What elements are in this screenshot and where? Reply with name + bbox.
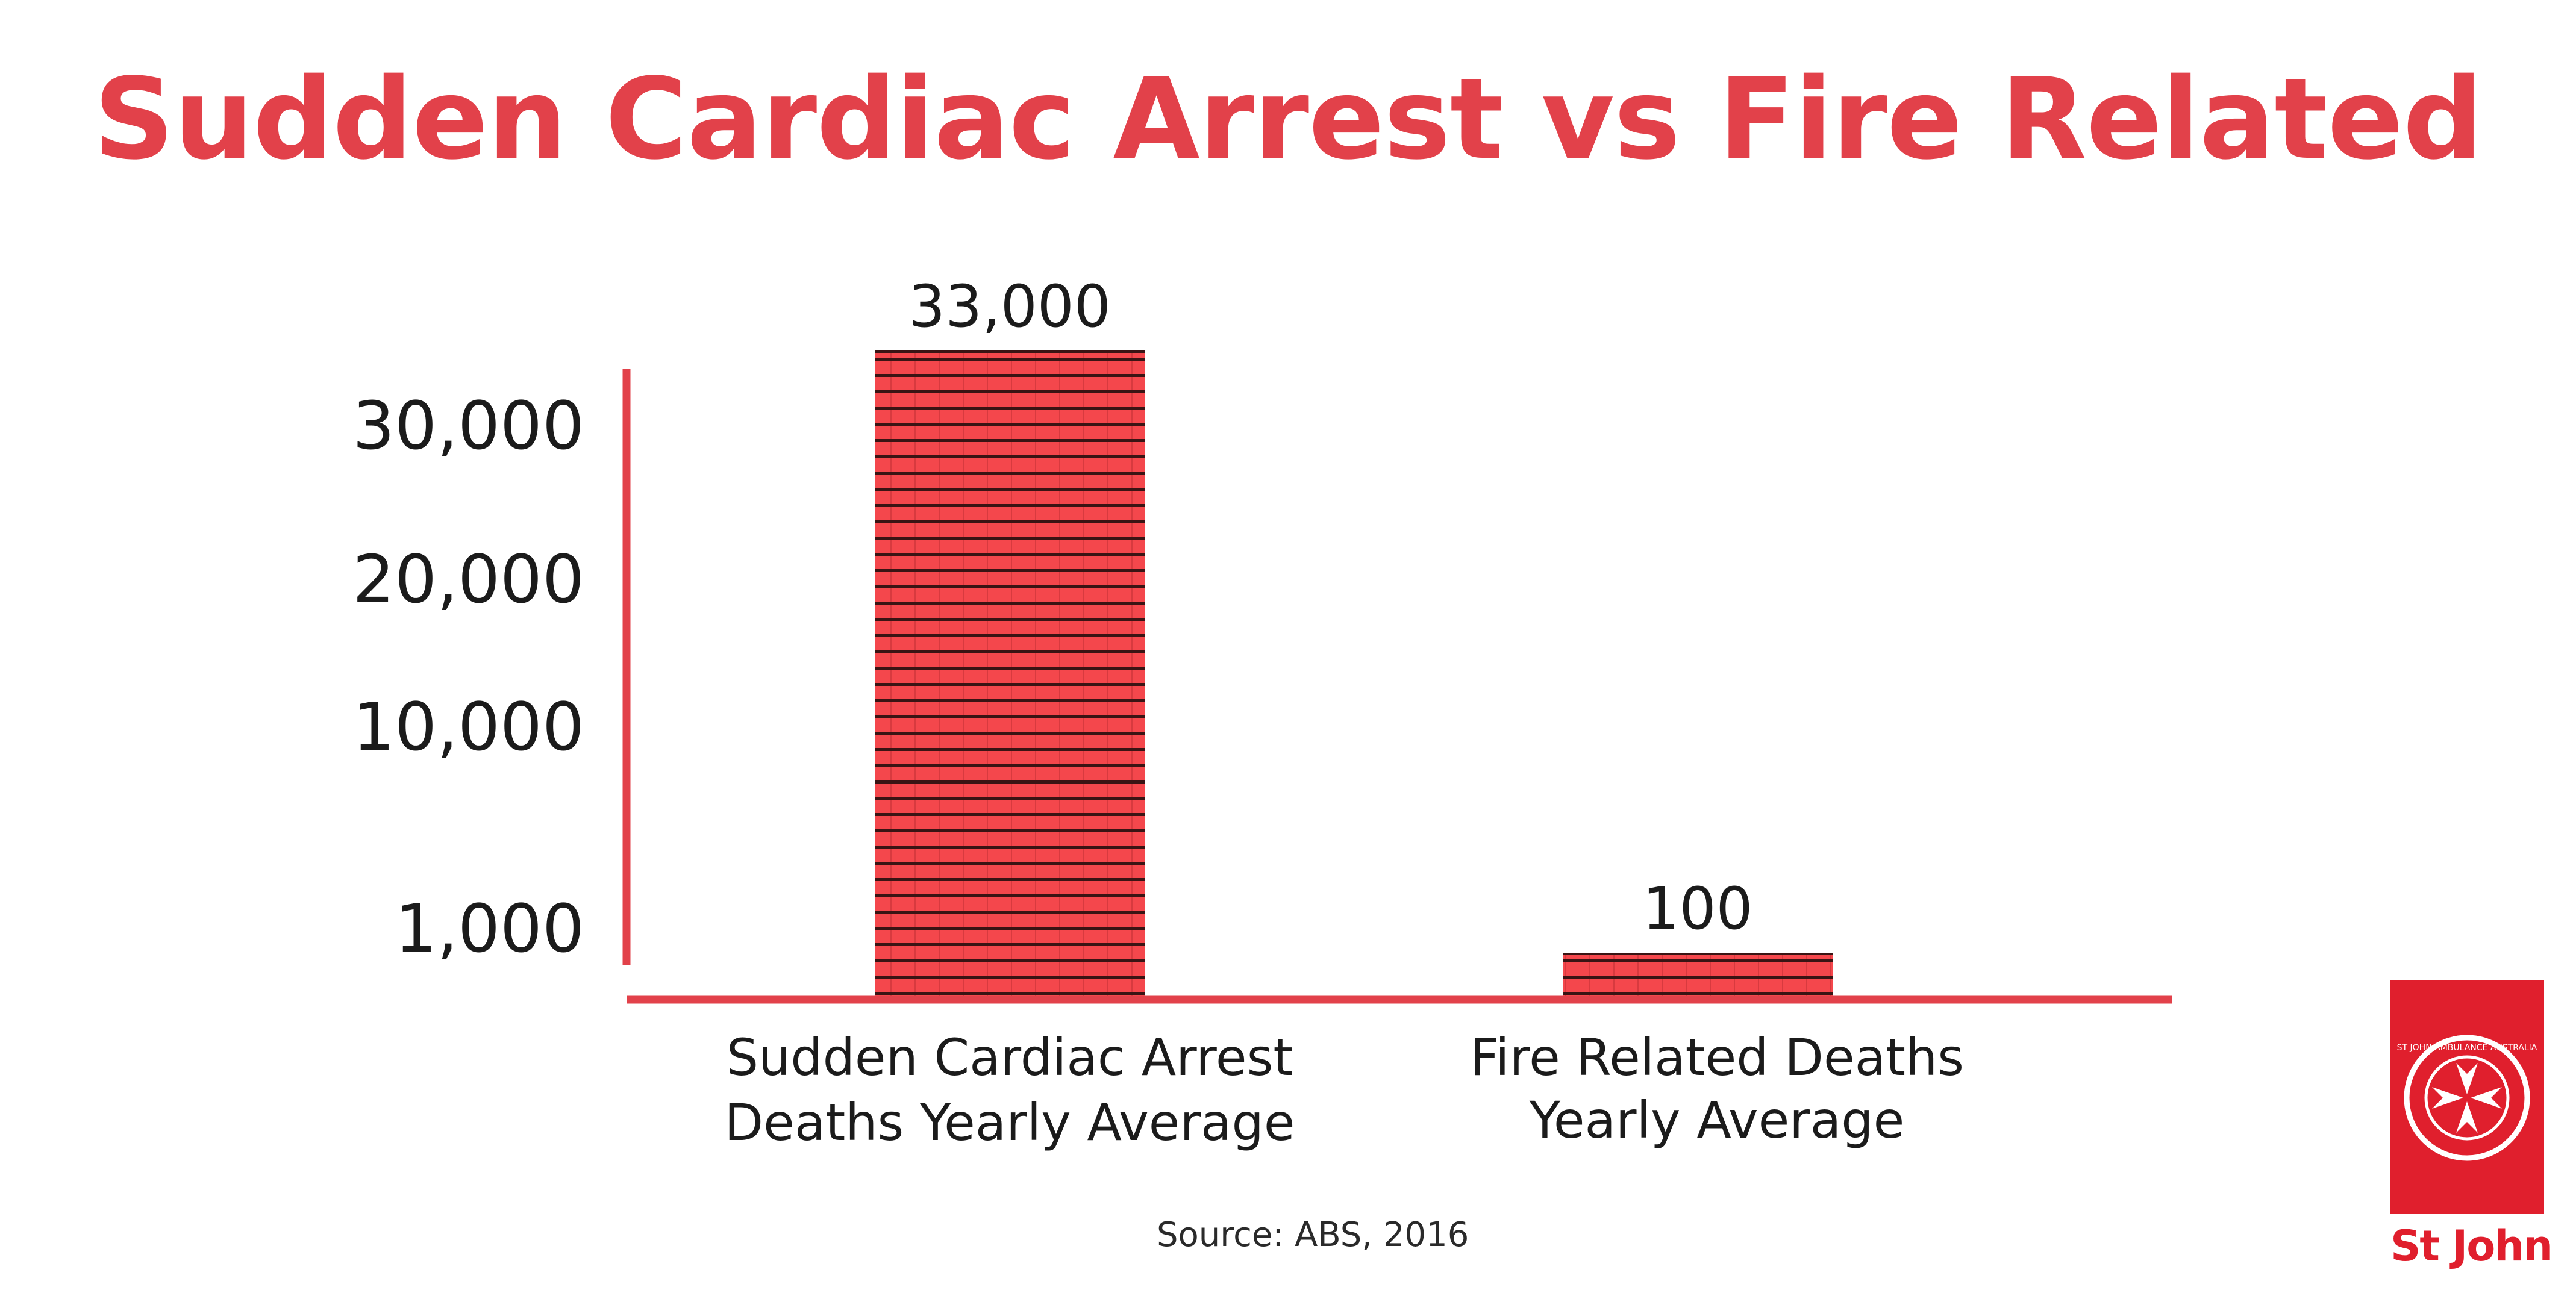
bar-data-label: 100 — [1642, 875, 1752, 942]
category-label: Deaths Yearly Average — [724, 1093, 1295, 1152]
bar-data-label: 33,000 — [908, 273, 1111, 340]
bar — [875, 350, 1145, 996]
st-john-emblem-icon: ST JOHN AMBULANCE AUSTRALIA — [2397, 1035, 2537, 1161]
category-label: Fire Related Deaths — [1470, 1028, 1964, 1087]
y-tick-label: 20,000 — [352, 541, 584, 618]
y-tick-label: 30,000 — [352, 387, 584, 464]
category-label: Yearly Average — [1529, 1091, 1905, 1150]
bar — [1563, 953, 1833, 996]
logo-wordmark: St John — [2390, 1221, 2553, 1271]
source-note: Source: ABS, 2016 — [1157, 1215, 1469, 1254]
category-label: Sudden Cardiac Arrest — [727, 1028, 1293, 1087]
y-tick-label: 1,000 — [395, 890, 584, 967]
st-john-logo: ST JOHN AMBULANCE AUSTRALIA St John — [2390, 980, 2553, 1271]
logo-ring-text: ST JOHN AMBULANCE AUSTRALIA — [2397, 1043, 2537, 1053]
chart-title: Sudden Cardiac Arrest vs Fire Related — [93, 54, 2483, 184]
y-tick-label: 10,000 — [352, 688, 584, 765]
